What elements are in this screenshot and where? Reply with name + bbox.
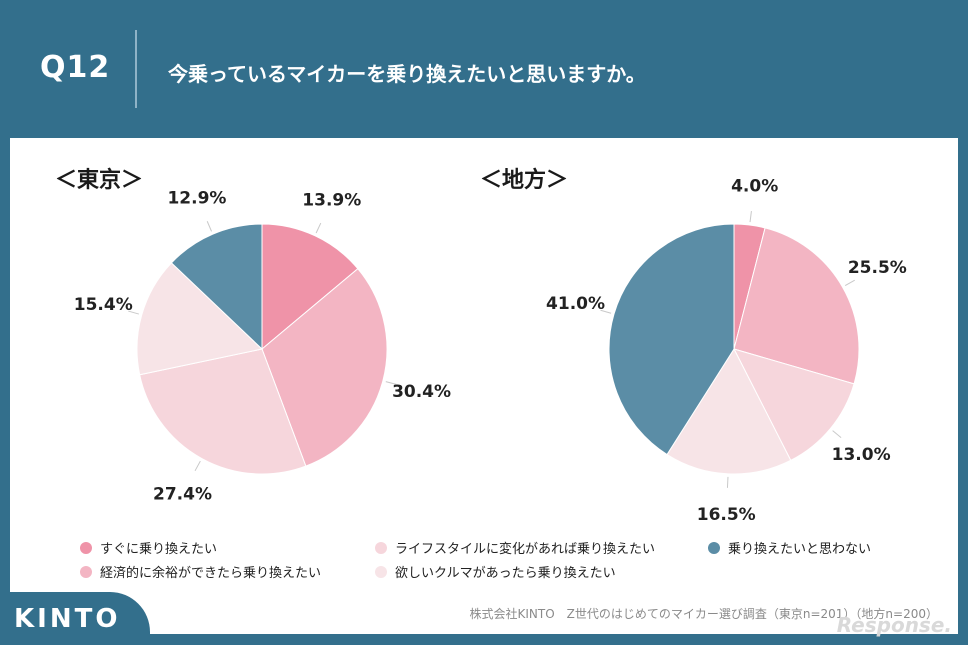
- legend-label: 欲しいクルマがあったら乗り換えたい: [395, 566, 616, 581]
- header-divider: [135, 30, 137, 108]
- leader-line: [844, 279, 855, 287]
- legend-label: 乗り換えたいと思わない: [728, 542, 872, 557]
- pie-chart-tokyo: 13.9% 30.4% 27.4% 15.4% 12.9%: [74, 188, 451, 504]
- data-label: 15.4%: [74, 295, 133, 315]
- pie-slice: [170, 223, 263, 351]
- pie-slice: [733, 227, 860, 385]
- data-label: 27.4%: [153, 485, 212, 505]
- legend-swatch: [375, 541, 387, 554]
- pie-slice: [261, 268, 388, 467]
- legend: すぐに乗り換えたい ライフスタイルに変化があれば乗り換えたい 乗り換えたいと思わ…: [80, 538, 940, 588]
- tokyo-label: ＜東京＞: [55, 168, 144, 193]
- legend-swatch: [80, 541, 92, 554]
- chart-panel: ＜東京＞ ＜地方＞ 13.9% 30.4% 27.4% 15.4% 12.9% 4.0%…: [10, 138, 958, 634]
- data-label: 12.9%: [167, 188, 226, 208]
- pie-slice: [666, 347, 792, 475]
- pie-slice: [261, 223, 359, 351]
- leader-line: [128, 310, 139, 315]
- leader-line: [749, 211, 752, 223]
- legend-item-no-switch: 乗り換えたいと思わない: [708, 538, 871, 557]
- data-label: 41.0%: [546, 294, 605, 314]
- legend-item-financial: 経済的に余裕ができたら乗り換えたい: [80, 562, 321, 581]
- source-note: 株式会社KINTO Z世代のはじめてのマイカー選び調査（東京n=201）（地方n…: [469, 607, 938, 621]
- regional-label: ＜地方＞: [480, 168, 569, 193]
- data-label: 25.5%: [848, 258, 907, 278]
- kinto-logo: KINTO: [0, 592, 150, 645]
- leader-line: [194, 460, 201, 472]
- pie-slice: [608, 223, 735, 456]
- data-label: 16.5%: [697, 505, 756, 525]
- leader-line: [315, 222, 322, 234]
- watermark: Response.: [836, 613, 952, 637]
- header: Q12 今乗っているマイカーを乗り換えたいと思いますか。: [0, 0, 968, 138]
- data-label: 4.0%: [731, 176, 778, 196]
- legend-swatch: [708, 541, 720, 554]
- pie-charts-svg: 13.9% 30.4% 27.4% 15.4% 12.9% 4.0% 25.5% 13.0%…: [74, 176, 907, 525]
- pie-slice: [139, 348, 307, 475]
- question-title: 今乗っているマイカーを乗り換えたいと思いますか。: [168, 62, 646, 86]
- data-label: 13.0%: [832, 445, 891, 465]
- pie-slice: [733, 348, 855, 462]
- legend-label: すぐに乗り換えたい: [100, 542, 218, 557]
- legend-item-want-car: 欲しいクルマがあったら乗り換えたい: [375, 562, 616, 581]
- pie-chart-regional: 4.0% 25.5% 13.0% 16.5% 41.0%: [546, 176, 907, 525]
- legend-item-switch-now: すぐに乗り換えたい: [80, 538, 217, 557]
- leader-line: [726, 476, 729, 488]
- legend-item-lifestyle-change: ライフスタイルに変化があれば乗り換えたい: [375, 538, 655, 557]
- logo-text: KINTO: [14, 604, 121, 634]
- pie-slice: [136, 262, 264, 376]
- leader-line: [832, 430, 842, 438]
- leader-line: [600, 309, 612, 314]
- legend-swatch: [375, 565, 387, 578]
- question-number: Q12: [40, 50, 111, 85]
- legend-label: ライフスタイルに変化があれば乗り換えたい: [395, 542, 656, 557]
- legend-label: 経済的に余裕ができたら乗り換えたい: [100, 566, 322, 581]
- leader-line: [206, 221, 212, 232]
- leader-line: [385, 381, 397, 385]
- data-label: 13.9%: [302, 190, 361, 210]
- legend-swatch: [80, 565, 92, 578]
- data-label: 30.4%: [392, 382, 451, 402]
